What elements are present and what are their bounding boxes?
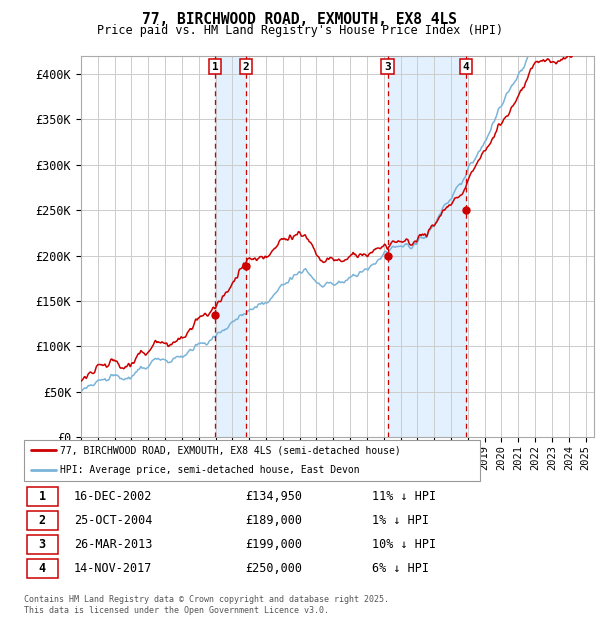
Bar [215,56,246,437]
Text: 26-MAR-2013: 26-MAR-2013 [74,538,152,551]
Text: Contains HM Land Registry data © Crown copyright and database right 2025.
This d: Contains HM Land Registry data © Crown c… [24,595,389,614]
Text: 1: 1 [212,62,218,72]
Text: 14-NOV-2017: 14-NOV-2017 [74,562,152,575]
Text: 16-DEC-2002: 16-DEC-2002 [74,490,152,503]
Bar [27,511,58,530]
Text: 1: 1 [38,490,46,503]
Text: £199,000: £199,000 [245,538,302,551]
Text: 77, BIRCHWOOD ROAD, EXMOUTH, EX8 4LS: 77, BIRCHWOOD ROAD, EXMOUTH, EX8 4LS [143,12,458,27]
Text: £189,000: £189,000 [245,514,302,527]
Text: £134,950: £134,950 [245,490,302,503]
Text: Price paid vs. HM Land Registry's House Price Index (HPI): Price paid vs. HM Land Registry's House … [97,24,503,37]
Text: £250,000: £250,000 [245,562,302,575]
Text: 25-OCT-2004: 25-OCT-2004 [74,514,152,527]
Text: 10% ↓ HPI: 10% ↓ HPI [372,538,436,551]
Text: 4: 4 [38,562,46,575]
Bar [27,487,58,507]
Text: 3: 3 [384,62,391,72]
Text: 1% ↓ HPI: 1% ↓ HPI [372,514,429,527]
Text: 4: 4 [462,62,469,72]
Text: 2: 2 [38,514,46,527]
Text: 2: 2 [242,62,250,72]
Bar [27,559,58,578]
Text: 77, BIRCHWOOD ROAD, EXMOUTH, EX8 4LS (semi-detached house): 77, BIRCHWOOD ROAD, EXMOUTH, EX8 4LS (se… [61,445,401,455]
Text: 6% ↓ HPI: 6% ↓ HPI [372,562,429,575]
Text: 3: 3 [38,538,46,551]
Text: HPI: Average price, semi-detached house, East Devon: HPI: Average price, semi-detached house,… [61,466,360,476]
Text: 11% ↓ HPI: 11% ↓ HPI [372,490,436,503]
Bar [27,535,58,554]
Bar [388,56,466,437]
